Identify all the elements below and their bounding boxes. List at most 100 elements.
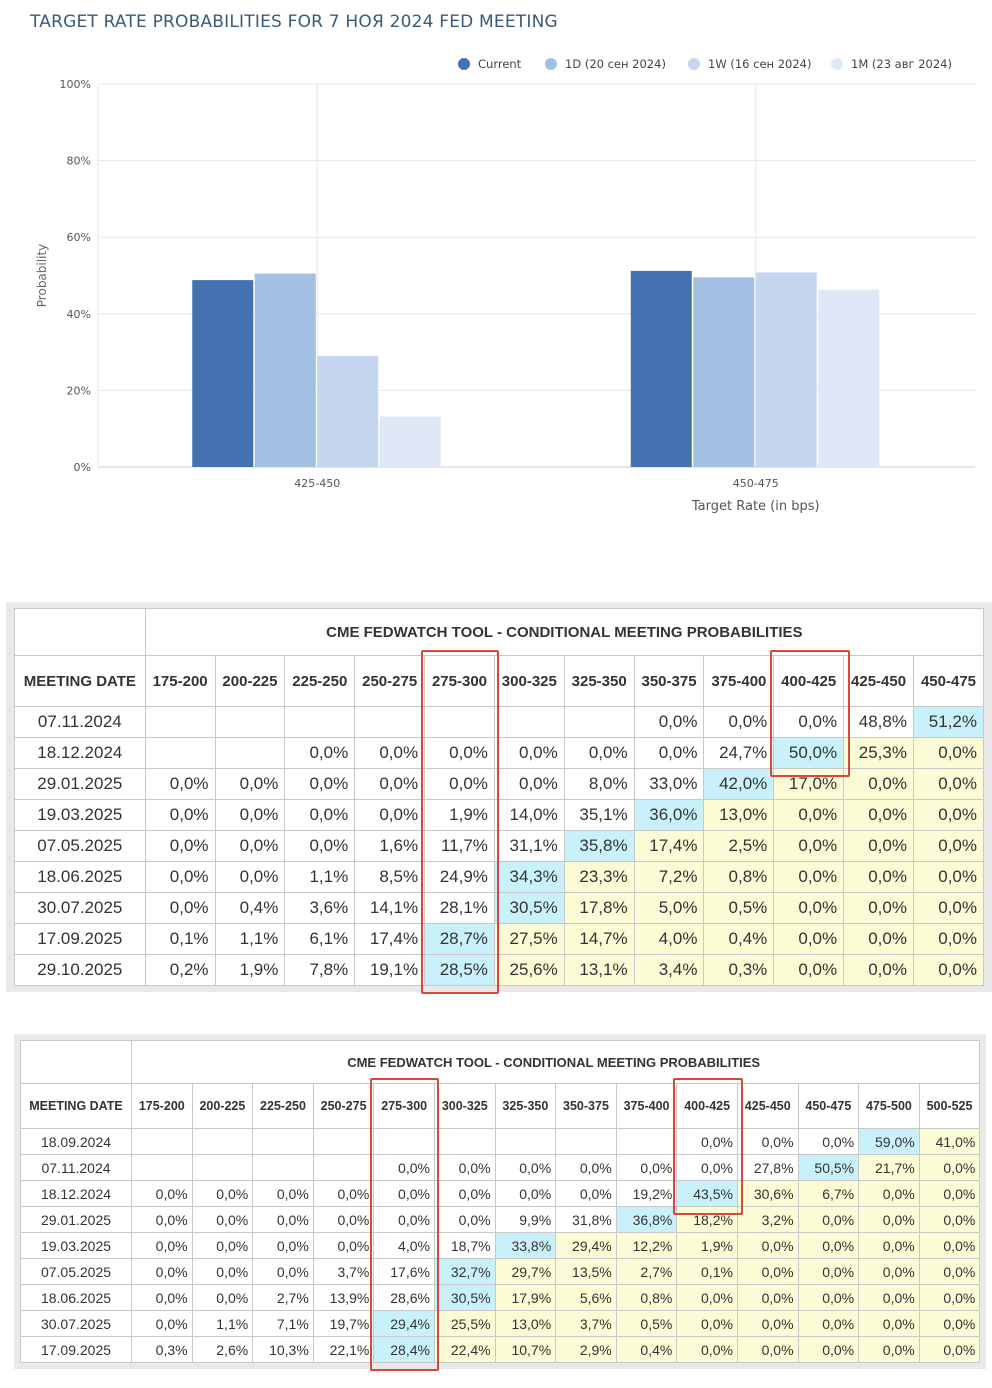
probability-cell: 13,9% [312,1284,375,1311]
probability-cell: 0,0% [555,1180,617,1207]
rate-range-header: 300-325 [433,1083,496,1129]
probability-cell: 0,0% [858,1180,920,1207]
probability-cell: 0,0% [858,1284,920,1311]
rate-range-header: 175-200 [144,655,216,707]
probability-cell [144,706,216,738]
probability-cell: 0,0% [633,706,705,738]
probability-cell: 31,8% [555,1206,617,1233]
probability-cell: 0,0% [858,1310,920,1337]
probability-cell: 13,5% [555,1258,617,1285]
y-axis-title: Probability [35,244,49,307]
probability-cell: 0,0% [912,892,985,924]
probability-cell [252,1154,314,1181]
probability-cell: 0,0% [131,1310,193,1337]
meeting-date-cell: 18.06.2025 [14,861,146,893]
rate-range-header: 425-450 [843,655,914,707]
table-title: CME FEDWATCH TOOL - CONDITIONAL MEETING … [144,608,985,656]
probability-cell: 1,1% [191,1310,254,1337]
probability-cell [563,706,635,738]
rate-range-header: 325-350 [563,655,635,707]
probability-cell: 13,0% [494,1310,557,1337]
probability-cell [214,737,286,769]
probability-cell: 0,0% [214,799,286,831]
probability-cell: 0,0% [494,1154,557,1181]
probability-cell: 32,7% [433,1258,496,1285]
probability-cell: 8,5% [354,861,426,893]
rate-range-header: 175-200 [131,1083,193,1129]
probability-cell: 0,0% [912,954,985,986]
legend-marker [688,58,700,70]
rate-range-header: 425-450 [736,1083,799,1129]
probability-cell: 0,0% [191,1232,254,1259]
probability-cell: 0,0% [676,1154,738,1181]
probability-cell: 4,0% [373,1232,435,1259]
probability-cell: 0,0% [144,799,216,831]
probability-cell: 19,2% [615,1180,678,1207]
probability-cell: 34,3% [493,861,565,893]
probability-cell: 0,0% [773,706,845,738]
legend-label: Current [478,57,522,71]
rate-range-header: 275-300 [424,655,495,707]
probability-cell: 18,7% [433,1232,496,1259]
probability-cell: 50,5% [797,1154,860,1181]
probability-cell: 0,0% [858,1336,920,1363]
bar [693,277,755,467]
bar [254,273,316,467]
probability-cell: 0,0% [773,954,845,986]
probability-cell: 0,0% [736,1310,799,1337]
table-row: 18.06.2025 0,0% 0,0% 2,7% 13,9% 28,6% 30,5% 17,… [20,1284,981,1311]
probability-cell: 0,0% [131,1232,193,1259]
probability-cell: 22,1% [312,1336,375,1363]
corner-cell [20,1040,132,1084]
probability-cell: 29,4% [373,1310,435,1337]
x-tick-label: 450-475 [733,477,779,490]
probability-cell: 2,9% [555,1336,617,1363]
bar [818,289,880,467]
probability-cell: 0,0% [843,830,914,862]
conditional-probabilities-table-current: CME FEDWATCH TOOL - CONDITIONAL MEETING … [6,602,992,994]
y-tick-label: 40% [67,308,91,321]
probability-cell: 48,8% [843,706,914,738]
probability-cell: 0,0% [312,1180,375,1207]
probability-cell: 1,6% [354,830,426,862]
probability-cell: 12,2% [615,1232,678,1259]
meeting-date-cell: 18.12.2024 [14,737,146,769]
meeting-date-cell: 18.09.2024 [20,1128,132,1155]
rate-range-header: 350-375 [555,1083,617,1129]
probability-cell: 14,1% [354,892,426,924]
probability-cell: 0,4% [703,923,775,955]
rate-range-header: 325-350 [494,1083,557,1129]
probability-cell: 0,0% [131,1180,193,1207]
probability-cell: 0,0% [354,799,426,831]
probability-cell: 3,6% [284,892,356,924]
probability-cell: 25,5% [433,1310,496,1337]
probability-cell: 31,1% [493,830,565,862]
probability-cell: 22,4% [433,1336,496,1363]
probability-cell: 0,0% [858,1258,920,1285]
probability-cell: 0,0% [131,1284,193,1311]
probability-cell: 0,0% [676,1128,738,1155]
bar [630,270,692,467]
probability-cell [131,1128,193,1155]
probability-cell: 7,2% [633,861,705,893]
probability-cell: 0,5% [615,1310,678,1337]
probability-cell: 0,0% [312,1232,375,1259]
probability-cell: 0,0% [563,737,635,769]
probability-cell: 19,7% [312,1310,375,1337]
probability-cell: 6,1% [284,923,356,955]
probability-cell: 4,0% [633,923,705,955]
probability-cell: 0,0% [703,706,775,738]
probability-cell: 19,1% [354,954,426,986]
rate-range-header: 450-475 [912,655,985,707]
y-tick-label: 0% [74,461,91,474]
meeting-date-cell: 07.11.2024 [14,706,146,738]
probability-cell: 0,0% [252,1180,314,1207]
probability-cell: 0,0% [736,1336,799,1363]
probability-cell: 0,0% [354,737,426,769]
rate-range-header: 200-225 [214,655,286,707]
probability-cell: 0,0% [797,1232,860,1259]
probability-cell: 25,3% [843,737,914,769]
meeting-date-cell: 29.10.2025 [14,954,146,986]
probability-cell: 0,0% [918,1258,981,1285]
probability-cell: 0,0% [918,1154,981,1181]
